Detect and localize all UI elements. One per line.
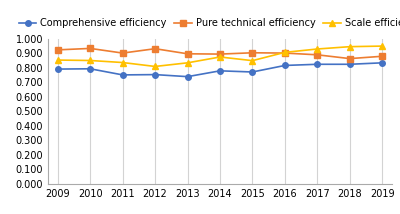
- Scale efficiency: [315, 48, 320, 50]
- Comprehensive efficiency: [348, 63, 352, 65]
- Pure technical efficiency: [218, 53, 222, 55]
- Comprehensive efficiency: [153, 73, 158, 76]
- Scale efficiency: [250, 59, 255, 62]
- Scale efficiency: [348, 45, 352, 48]
- Comprehensive efficiency: [120, 74, 125, 76]
- Scale efficiency: [282, 51, 287, 54]
- Legend: Comprehensive efficiency, Pure technical efficiency, Scale efficiency: Comprehensive efficiency, Pure technical…: [15, 14, 400, 32]
- Scale efficiency: [88, 59, 92, 62]
- Pure technical efficiency: [282, 52, 287, 54]
- Comprehensive efficiency: [315, 63, 320, 65]
- Pure technical efficiency: [185, 52, 190, 55]
- Comprehensive efficiency: [218, 70, 222, 72]
- Comprehensive efficiency: [380, 62, 385, 64]
- Pure technical efficiency: [55, 49, 60, 51]
- Comprehensive efficiency: [250, 71, 255, 73]
- Scale efficiency: [55, 59, 60, 61]
- Line: Scale efficiency: Scale efficiency: [55, 43, 385, 69]
- Scale efficiency: [380, 45, 385, 47]
- Pure technical efficiency: [348, 57, 352, 60]
- Pure technical efficiency: [380, 55, 385, 58]
- Pure technical efficiency: [120, 52, 125, 54]
- Line: Comprehensive efficiency: Comprehensive efficiency: [55, 60, 385, 79]
- Pure technical efficiency: [315, 54, 320, 56]
- Pure technical efficiency: [250, 52, 255, 54]
- Comprehensive efficiency: [88, 67, 92, 70]
- Scale efficiency: [153, 65, 158, 68]
- Comprehensive efficiency: [282, 64, 287, 67]
- Scale efficiency: [120, 61, 125, 64]
- Pure technical efficiency: [88, 47, 92, 50]
- Scale efficiency: [218, 56, 222, 58]
- Comprehensive efficiency: [55, 68, 60, 70]
- Line: Pure technical efficiency: Pure technical efficiency: [55, 46, 385, 61]
- Comprehensive efficiency: [185, 75, 190, 78]
- Pure technical efficiency: [153, 48, 158, 50]
- Scale efficiency: [185, 62, 190, 64]
